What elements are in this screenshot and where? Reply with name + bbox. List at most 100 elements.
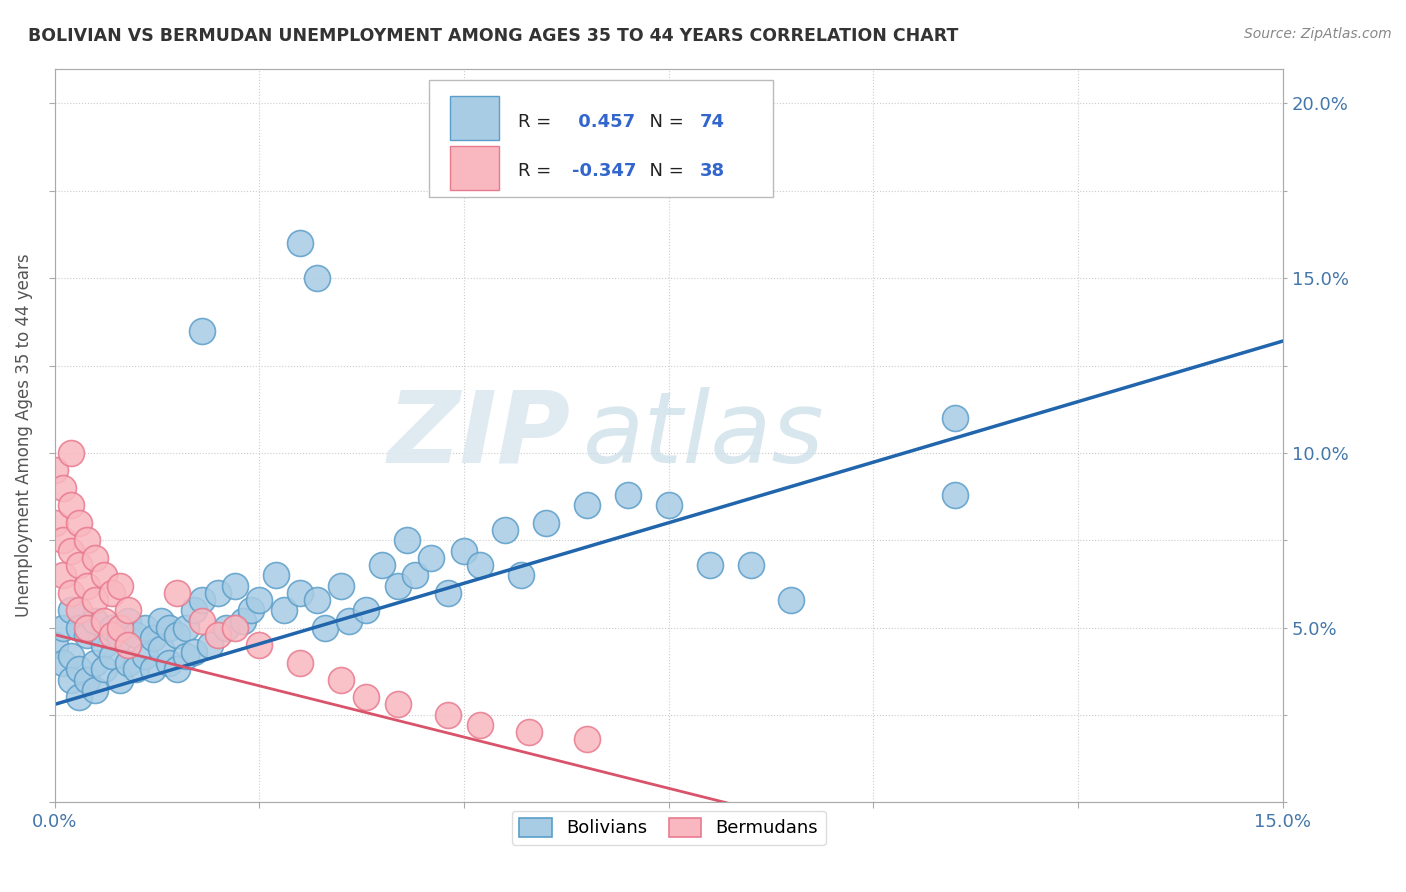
Point [305,271,328,285]
Text: 0.457: 0.457 [572,112,634,131]
Point [157,656,180,670]
Point [84,656,107,670]
Point [273,603,295,617]
Point [125,627,148,641]
Point [166,627,188,641]
Point [207,585,229,599]
Point [314,621,336,635]
Point [288,585,311,599]
Point [101,627,124,641]
Point [117,638,139,652]
FancyBboxPatch shape [450,96,499,140]
Text: Source: ZipAtlas.com: Source: ZipAtlas.com [1244,27,1392,41]
Point [59,446,82,460]
Point [420,550,443,565]
Point [93,568,115,582]
Point [59,543,82,558]
Point [108,673,131,687]
Point [59,585,82,599]
Point [943,411,966,425]
Point [108,579,131,593]
Point [224,621,246,635]
Point [117,603,139,617]
Point [52,533,75,548]
Point [101,648,124,663]
Point [453,543,475,558]
Point [198,638,221,652]
Point [52,481,75,495]
Point [658,498,681,512]
Point [232,614,254,628]
Point [125,663,148,677]
Point [101,621,124,635]
Point [519,725,541,739]
Point [395,533,418,548]
Point [76,621,98,635]
Point [108,621,131,635]
Text: 74: 74 [699,112,724,131]
Point [67,621,90,635]
Point [52,621,75,635]
Point [387,579,409,593]
Point [371,558,394,572]
Point [534,516,557,530]
Point [616,488,638,502]
Point [67,516,90,530]
Point [207,627,229,641]
Point [93,638,115,652]
Point [59,673,82,687]
Text: -0.347: -0.347 [572,162,636,180]
Point [510,568,533,582]
Point [166,585,188,599]
Point [288,656,311,670]
Point [436,585,458,599]
Point [174,621,197,635]
Text: 38: 38 [699,162,724,180]
Point [101,585,124,599]
Point [494,523,516,537]
Point [943,488,966,502]
Point [93,663,115,677]
Legend: Bolivians, Bermudans: Bolivians, Bermudans [512,811,825,845]
Point [76,579,98,593]
Point [93,614,115,628]
Point [59,648,82,663]
Point [575,498,598,512]
Text: BOLIVIAN VS BERMUDAN UNEMPLOYMENT AMONG AGES 35 TO 44 YEARS CORRELATION CHART: BOLIVIAN VS BERMUDAN UNEMPLOYMENT AMONG … [28,27,959,45]
Point [108,631,131,645]
Point [134,621,156,635]
Point [264,568,287,582]
Point [44,516,66,530]
Point [337,614,360,628]
Point [288,236,311,251]
Point [247,592,270,607]
Point [67,663,90,677]
Point [84,614,107,628]
FancyBboxPatch shape [429,79,773,197]
Point [117,656,139,670]
Text: N =: N = [638,162,689,180]
Point [305,592,328,607]
Point [67,690,90,705]
Point [191,592,214,607]
Point [470,558,492,572]
Point [59,498,82,512]
Point [183,645,205,659]
Point [76,533,98,548]
Point [354,603,377,617]
Text: atlas: atlas [582,387,824,483]
Point [76,673,98,687]
Point [52,656,75,670]
Text: N =: N = [638,112,689,131]
Point [740,558,762,572]
Point [67,603,90,617]
Point [84,550,107,565]
Point [183,603,205,617]
Point [67,558,90,572]
Point [470,718,492,732]
Point [224,579,246,593]
Point [174,648,197,663]
Point [59,603,82,617]
Point [191,324,214,338]
Point [84,592,107,607]
